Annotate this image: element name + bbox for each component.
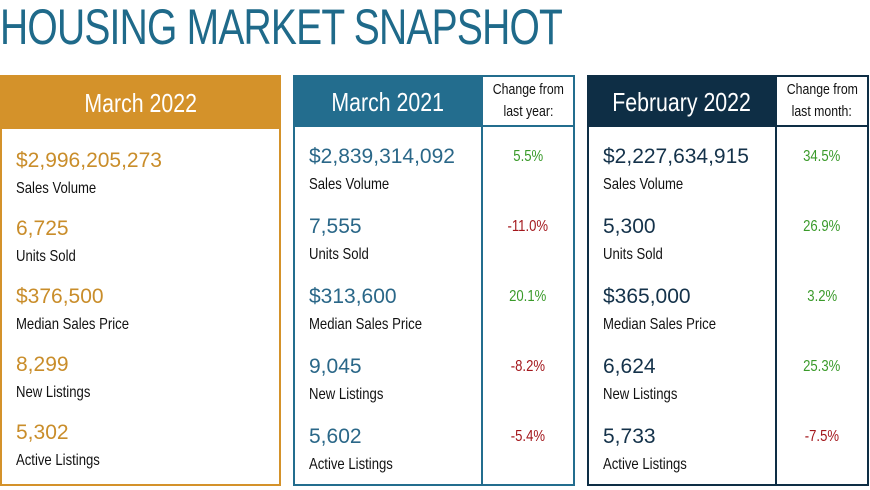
metric-value: $2,227,634,915 xyxy=(603,145,749,168)
change-cell: 34.5% xyxy=(777,148,867,166)
metric-label: Active Listings xyxy=(603,456,687,473)
change-cell: 3.2% xyxy=(777,288,867,306)
header-underline xyxy=(481,125,573,127)
metric-label: Units Sold xyxy=(603,246,663,263)
metric-label: Units Sold xyxy=(16,248,76,265)
metric-value: 6,624 xyxy=(603,355,656,378)
change-header-line: last month: xyxy=(791,103,853,120)
change-cell: 5.5% xyxy=(483,148,573,166)
change-value: -7.5% xyxy=(804,428,840,445)
panel-header: February 2022 xyxy=(589,77,775,127)
change-cell: 20.1% xyxy=(483,288,573,306)
metric-value: 6,725 xyxy=(16,217,69,240)
change-cell: 26.9% xyxy=(777,218,867,236)
panel-title: February 2022 xyxy=(612,86,752,117)
column-divider xyxy=(775,77,777,486)
metric-label: New Listings xyxy=(603,386,678,403)
metric-value: $2,839,314,092 xyxy=(309,145,455,168)
change-value: -5.4% xyxy=(510,428,546,445)
metric-label: Units Sold xyxy=(309,246,369,263)
metric-value: 8,299 xyxy=(16,353,69,376)
change-cell: -7.5% xyxy=(777,428,867,446)
change-cell: -8.2% xyxy=(483,358,573,376)
metric-label: Median Sales Price xyxy=(309,316,423,333)
change-value: 20.1% xyxy=(509,288,547,305)
metric-value: 5,302 xyxy=(16,421,69,444)
metric-value: 7,555 xyxy=(309,215,362,238)
metric-label: Active Listings xyxy=(309,456,393,473)
metric-label: Sales Volume xyxy=(309,176,390,193)
metric-label: New Listings xyxy=(309,386,384,403)
change-header-line: Change from xyxy=(492,81,564,98)
change-cell: -5.4% xyxy=(483,428,573,446)
column-divider xyxy=(481,77,483,486)
metric-label: Sales Volume xyxy=(603,176,684,193)
change-header: Change from last year: xyxy=(483,77,573,125)
change-value: 34.5% xyxy=(803,148,841,165)
change-value: -11.0% xyxy=(507,218,549,235)
panel: February 2022 Change from last month: $2,22… xyxy=(587,75,869,486)
metric-value: 5,602 xyxy=(309,425,362,448)
change-value: -8.2% xyxy=(510,358,546,375)
metric-label: Median Sales Price xyxy=(603,316,717,333)
change-value: 3.2% xyxy=(807,288,837,305)
metric-label: Active Listings xyxy=(16,452,100,469)
change-value: 26.9% xyxy=(803,218,841,235)
metric-value: 5,300 xyxy=(603,215,656,238)
panel-title: March 2022 xyxy=(84,87,197,118)
metric-value: 9,045 xyxy=(309,355,362,378)
page-title: HOUSING MARKET SNAPSHOT xyxy=(0,0,563,55)
panel: March 2022 $2,996,205,273 Sales Volume 6,72… xyxy=(0,75,281,486)
panel: March 2021 Change from last year: $2,839,31… xyxy=(293,75,575,486)
metric-label: New Listings xyxy=(16,384,91,401)
metric-value: $365,000 xyxy=(603,285,691,308)
change-header-line: Change from xyxy=(786,81,858,98)
change-cell: -11.0% xyxy=(483,218,573,236)
change-cell: 25.3% xyxy=(777,358,867,376)
panel-title: March 2021 xyxy=(331,86,445,117)
metric-value: 5,733 xyxy=(603,425,656,448)
change-header: Change from last month: xyxy=(777,77,867,125)
metric-value: $2,996,205,273 xyxy=(16,149,162,172)
change-value: 5.5% xyxy=(513,148,543,165)
panel-header: March 2022 xyxy=(2,77,279,129)
header-underline xyxy=(775,125,867,127)
panel-header: March 2021 xyxy=(295,77,481,127)
metric-label: Median Sales Price xyxy=(16,316,130,333)
metric-value: $376,500 xyxy=(16,285,104,308)
metric-value: $313,600 xyxy=(309,285,397,308)
change-header-line: last year: xyxy=(503,103,553,120)
change-value: 25.3% xyxy=(803,358,841,375)
metric-label: Sales Volume xyxy=(16,180,97,197)
